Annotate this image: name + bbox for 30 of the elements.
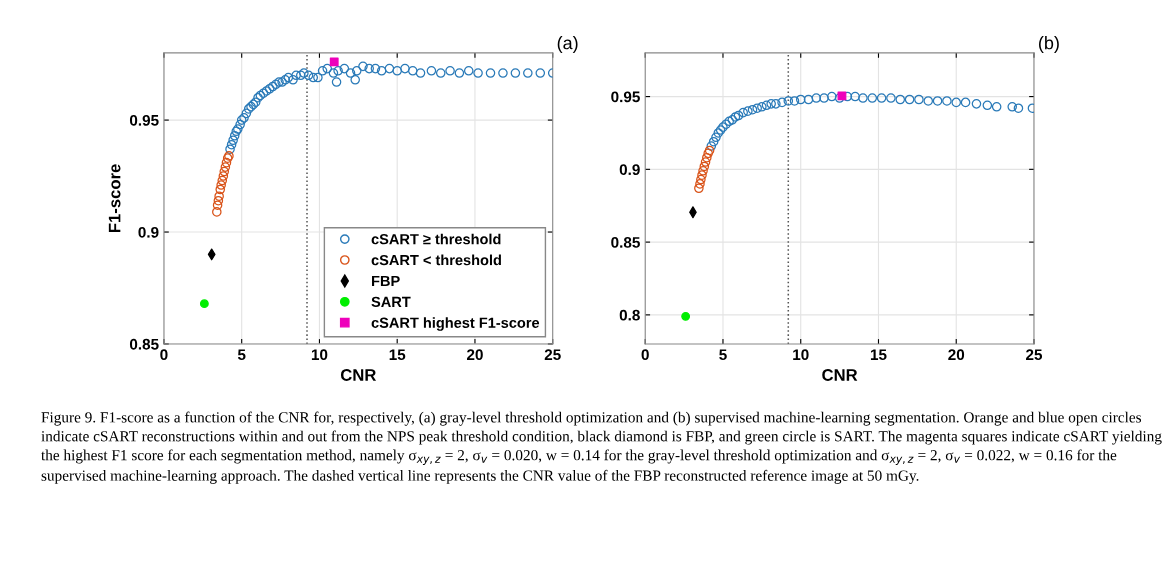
x-tick-label: 10 [311,349,328,361]
legend-label: cSART < threshold [371,254,501,266]
x-tick-label: 15 [389,349,406,361]
legend-label: SART [371,296,411,308]
x-tick-label: 25 [544,349,561,361]
x-tick-label: 20 [466,349,483,361]
x-tick-label: 0 [641,349,649,361]
x-tick-label: 5 [237,349,246,361]
x-tick-label: 10 [793,349,809,361]
legend-label: cSART ≥ threshold [371,233,501,245]
y-tick-label: 0.95 [129,114,159,126]
legend-label: cSART highest F1-score [371,317,540,331]
text: (a) [557,36,578,53]
y-tick-label: 0.85 [611,236,640,248]
text: (b) [1039,36,1059,53]
x-axis-title: CNR [340,369,377,381]
y-tick-label: 0.85 [129,338,159,350]
y-tick-label: 0.9 [138,226,159,238]
x-tick-label: 25 [1026,349,1043,361]
x-tick-label: 20 [948,349,965,361]
y-tick-label: 0.9 [619,164,640,176]
x-axis-title: CNR [822,369,858,381]
y-tick-label: 0.8 [619,309,640,321]
legend-label: FBP [372,275,400,286]
y-tick-label: 0.95 [611,91,640,103]
x-tick-label: 0 [160,349,168,361]
x-tick-label: 5 [719,349,727,361]
y-axis-title: F1-score [108,164,121,233]
x-tick-label: 15 [870,349,887,361]
text: Figure 9. F1-score as a function of the CNR for, respectively, (a) gray-level threshold optimization and (b) supervised machine-learning segmentation. Orange and blue open circles indicate cSART reconstructions within and out from the NPS peak threshold condition, black diamond is FBP, and green circle is SART. The magenta squares indicate cSART yielding the highest F1 score for each segmentation method, namely σ$_{xy,z}$ = 2, σ$_{v}$ = 0.020, w = 0.14 for the gray-level threshold optimization and σ$_{xy,z}$ = 2, σ$_{v}$ = 0.022, w = 0.16 for the supervised machine-learning approach. The dashed vertical line represents the CNR value of the FBP reconstructed reference image at 50 mGy. [41,411,1162,484]
